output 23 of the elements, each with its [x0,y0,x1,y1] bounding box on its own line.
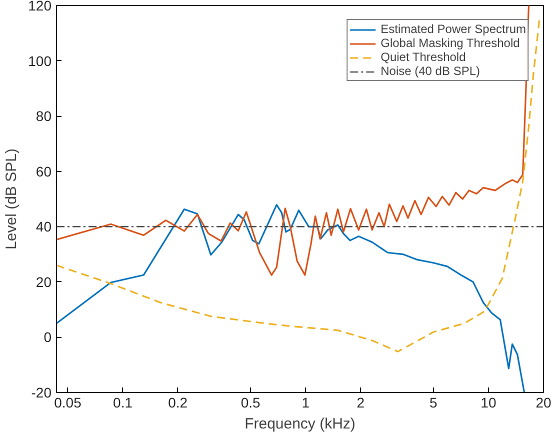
legend-label: Estimated Power Spectrum [380,22,526,36]
x-tick-label: 20 [536,394,552,410]
y-tick-label: 60 [36,163,52,180]
x-tick-label: 0.2 [168,394,188,410]
legend-label: Quiet Threshold [380,50,466,64]
x-tick-label: 1 [302,394,310,410]
y-tick-label: 40 [36,218,52,235]
y-tick-label: 20 [36,274,52,290]
y-axis-title: Level (dB SPL) [3,148,20,250]
x-tick-label: 5 [430,394,438,410]
y-tick-label: 100 [28,52,52,69]
x-tick-label: 0.1 [113,394,133,410]
x-tick-label: 0.05 [54,394,82,410]
y-tick-label: -20 [31,384,52,400]
x-tick-label: 10 [480,394,496,410]
y-tick-label: 80 [36,108,52,124]
x-axis-title: Frequency (kHz) [244,416,356,432]
legend-label: Noise (40 dB SPL) [380,64,480,78]
x-tick-label: 2 [356,394,365,410]
x-tick-label: 0.5 [240,394,261,410]
y-tick-label: 120 [28,0,52,14]
legend-label: Global Masking Threshold [380,36,520,50]
y-tick-label: 0 [44,329,52,346]
